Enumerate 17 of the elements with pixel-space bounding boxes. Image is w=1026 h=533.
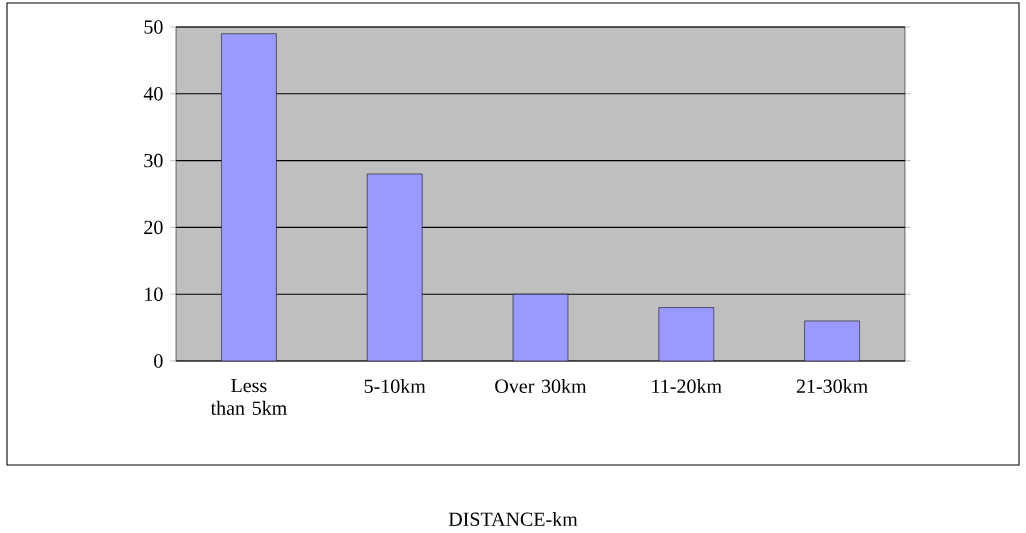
x-tick-label: 11-20km — [652, 378, 722, 394]
x-tick-label: 21-30km — [796, 378, 868, 394]
y-tick-label: 0 — [154, 354, 163, 368]
bar — [804, 320, 860, 361]
bar — [512, 293, 569, 361]
x-tick-label: 5-10km — [364, 378, 426, 394]
y-tick-label: 30 — [144, 153, 163, 168]
y-tick-label: 20 — [144, 220, 163, 235]
x-tick-label: Over 30km — [495, 378, 587, 394]
bar — [658, 307, 715, 361]
y-tick-label: 50 — [144, 20, 163, 34]
bar — [366, 173, 423, 361]
x-tick-label: Less than 5km — [210, 378, 287, 415]
x-axis-title: DISTANCE-km — [448, 511, 578, 527]
y-tick-label: 10 — [145, 287, 163, 301]
bar — [221, 33, 277, 361]
y-tick-label: 40 — [143, 87, 163, 101]
